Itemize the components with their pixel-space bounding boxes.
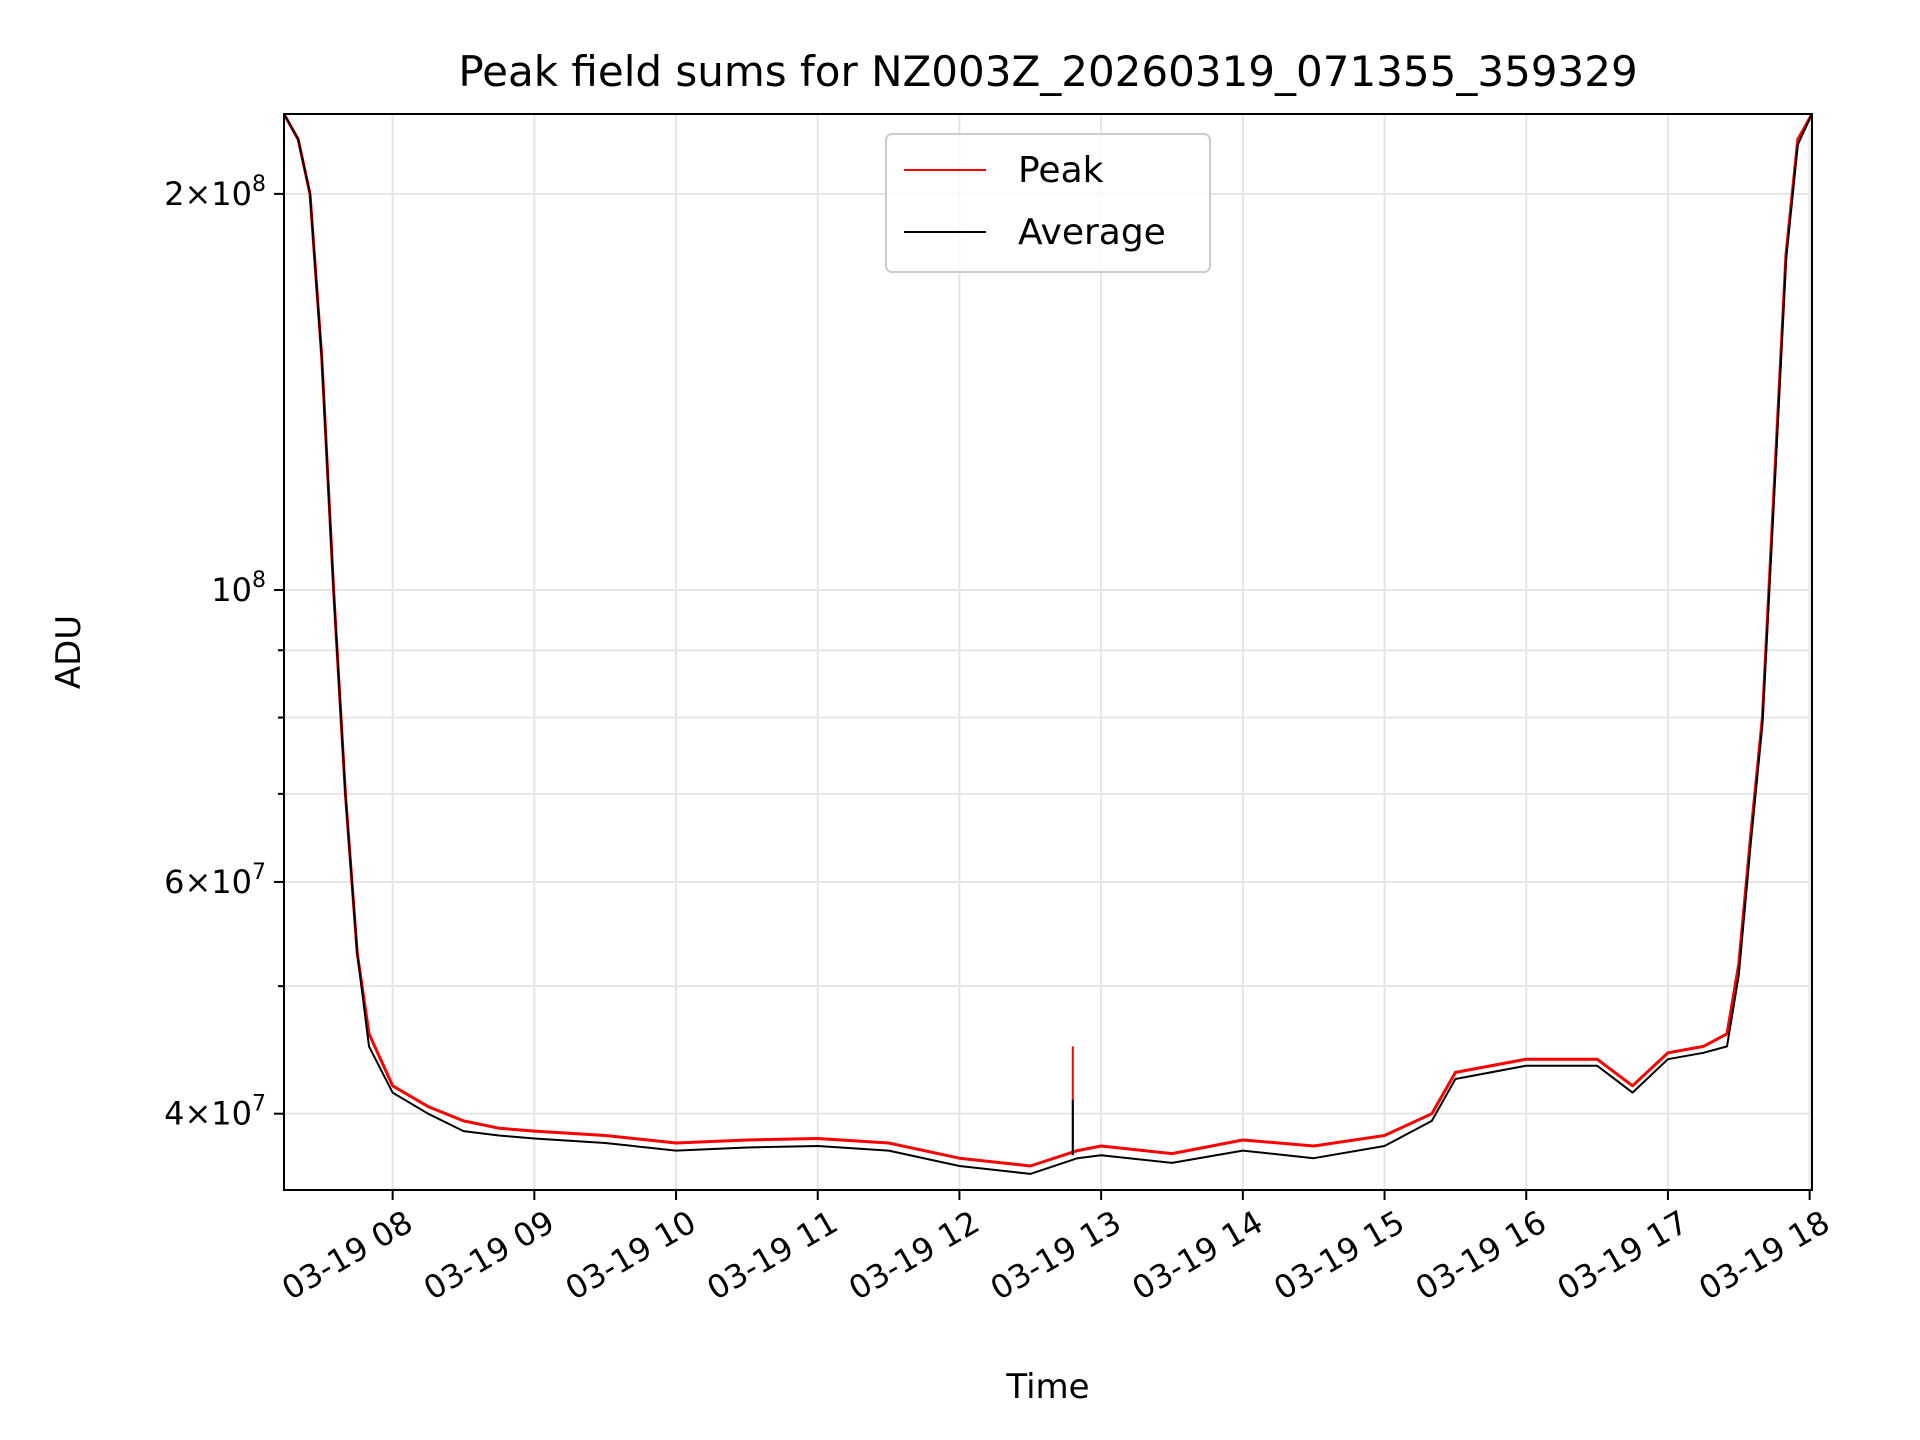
x-tick-label: 03-19 18 — [1692, 1203, 1836, 1308]
x-tick-label: 03-19 14 — [1126, 1203, 1270, 1308]
x-tick-label: 03-19 12 — [842, 1203, 986, 1308]
legend-box — [885, 133, 1211, 273]
legend: Peak Average — [885, 133, 1211, 273]
x-tick-label: 03-19 17 — [1551, 1203, 1695, 1308]
legend-label-average: Average — [1018, 212, 1166, 253]
y-tick-label: 4×107 — [164, 1092, 266, 1133]
y-axis: 4×107 6×107 108 2×108 — [164, 172, 284, 1133]
plot-frame — [283, 113, 1813, 1191]
x-tick-label: 03-19 16 — [1409, 1203, 1553, 1308]
legend-label-peak: Peak — [1018, 150, 1104, 191]
series-group — [282, 113, 1814, 1175]
x-tick-label: 03-19 10 — [559, 1203, 703, 1308]
y-tick-label: 2×108 — [164, 172, 266, 213]
x-tick-label: 03-19 09 — [417, 1203, 561, 1308]
y-axis-label: ADU — [49, 615, 89, 689]
y-tick-label: 6×107 — [164, 860, 266, 901]
x-tick-label: 03-19 08 — [275, 1203, 419, 1308]
series-line-average — [283, 113, 1813, 1175]
grid — [284, 114, 1812, 1190]
x-axis-label: Time — [1005, 1367, 1089, 1407]
x-tick-label: 03-19 11 — [701, 1203, 845, 1308]
y-tick-label: 108 — [211, 568, 266, 609]
series-line-peak — [282, 113, 1814, 1168]
x-tick-label: 03-19 15 — [1267, 1203, 1411, 1308]
chart-title: Peak field sums for NZ003Z_20260319_0713… — [458, 47, 1637, 96]
x-tick-label: 03-19 13 — [984, 1203, 1128, 1308]
